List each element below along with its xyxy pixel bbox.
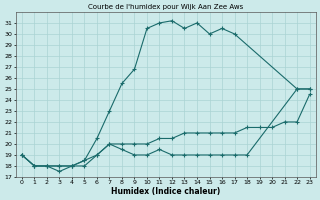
Title: Courbe de l'humidex pour Wijk Aan Zee Aws: Courbe de l'humidex pour Wijk Aan Zee Aw… — [88, 4, 244, 10]
X-axis label: Humidex (Indice chaleur): Humidex (Indice chaleur) — [111, 187, 220, 196]
